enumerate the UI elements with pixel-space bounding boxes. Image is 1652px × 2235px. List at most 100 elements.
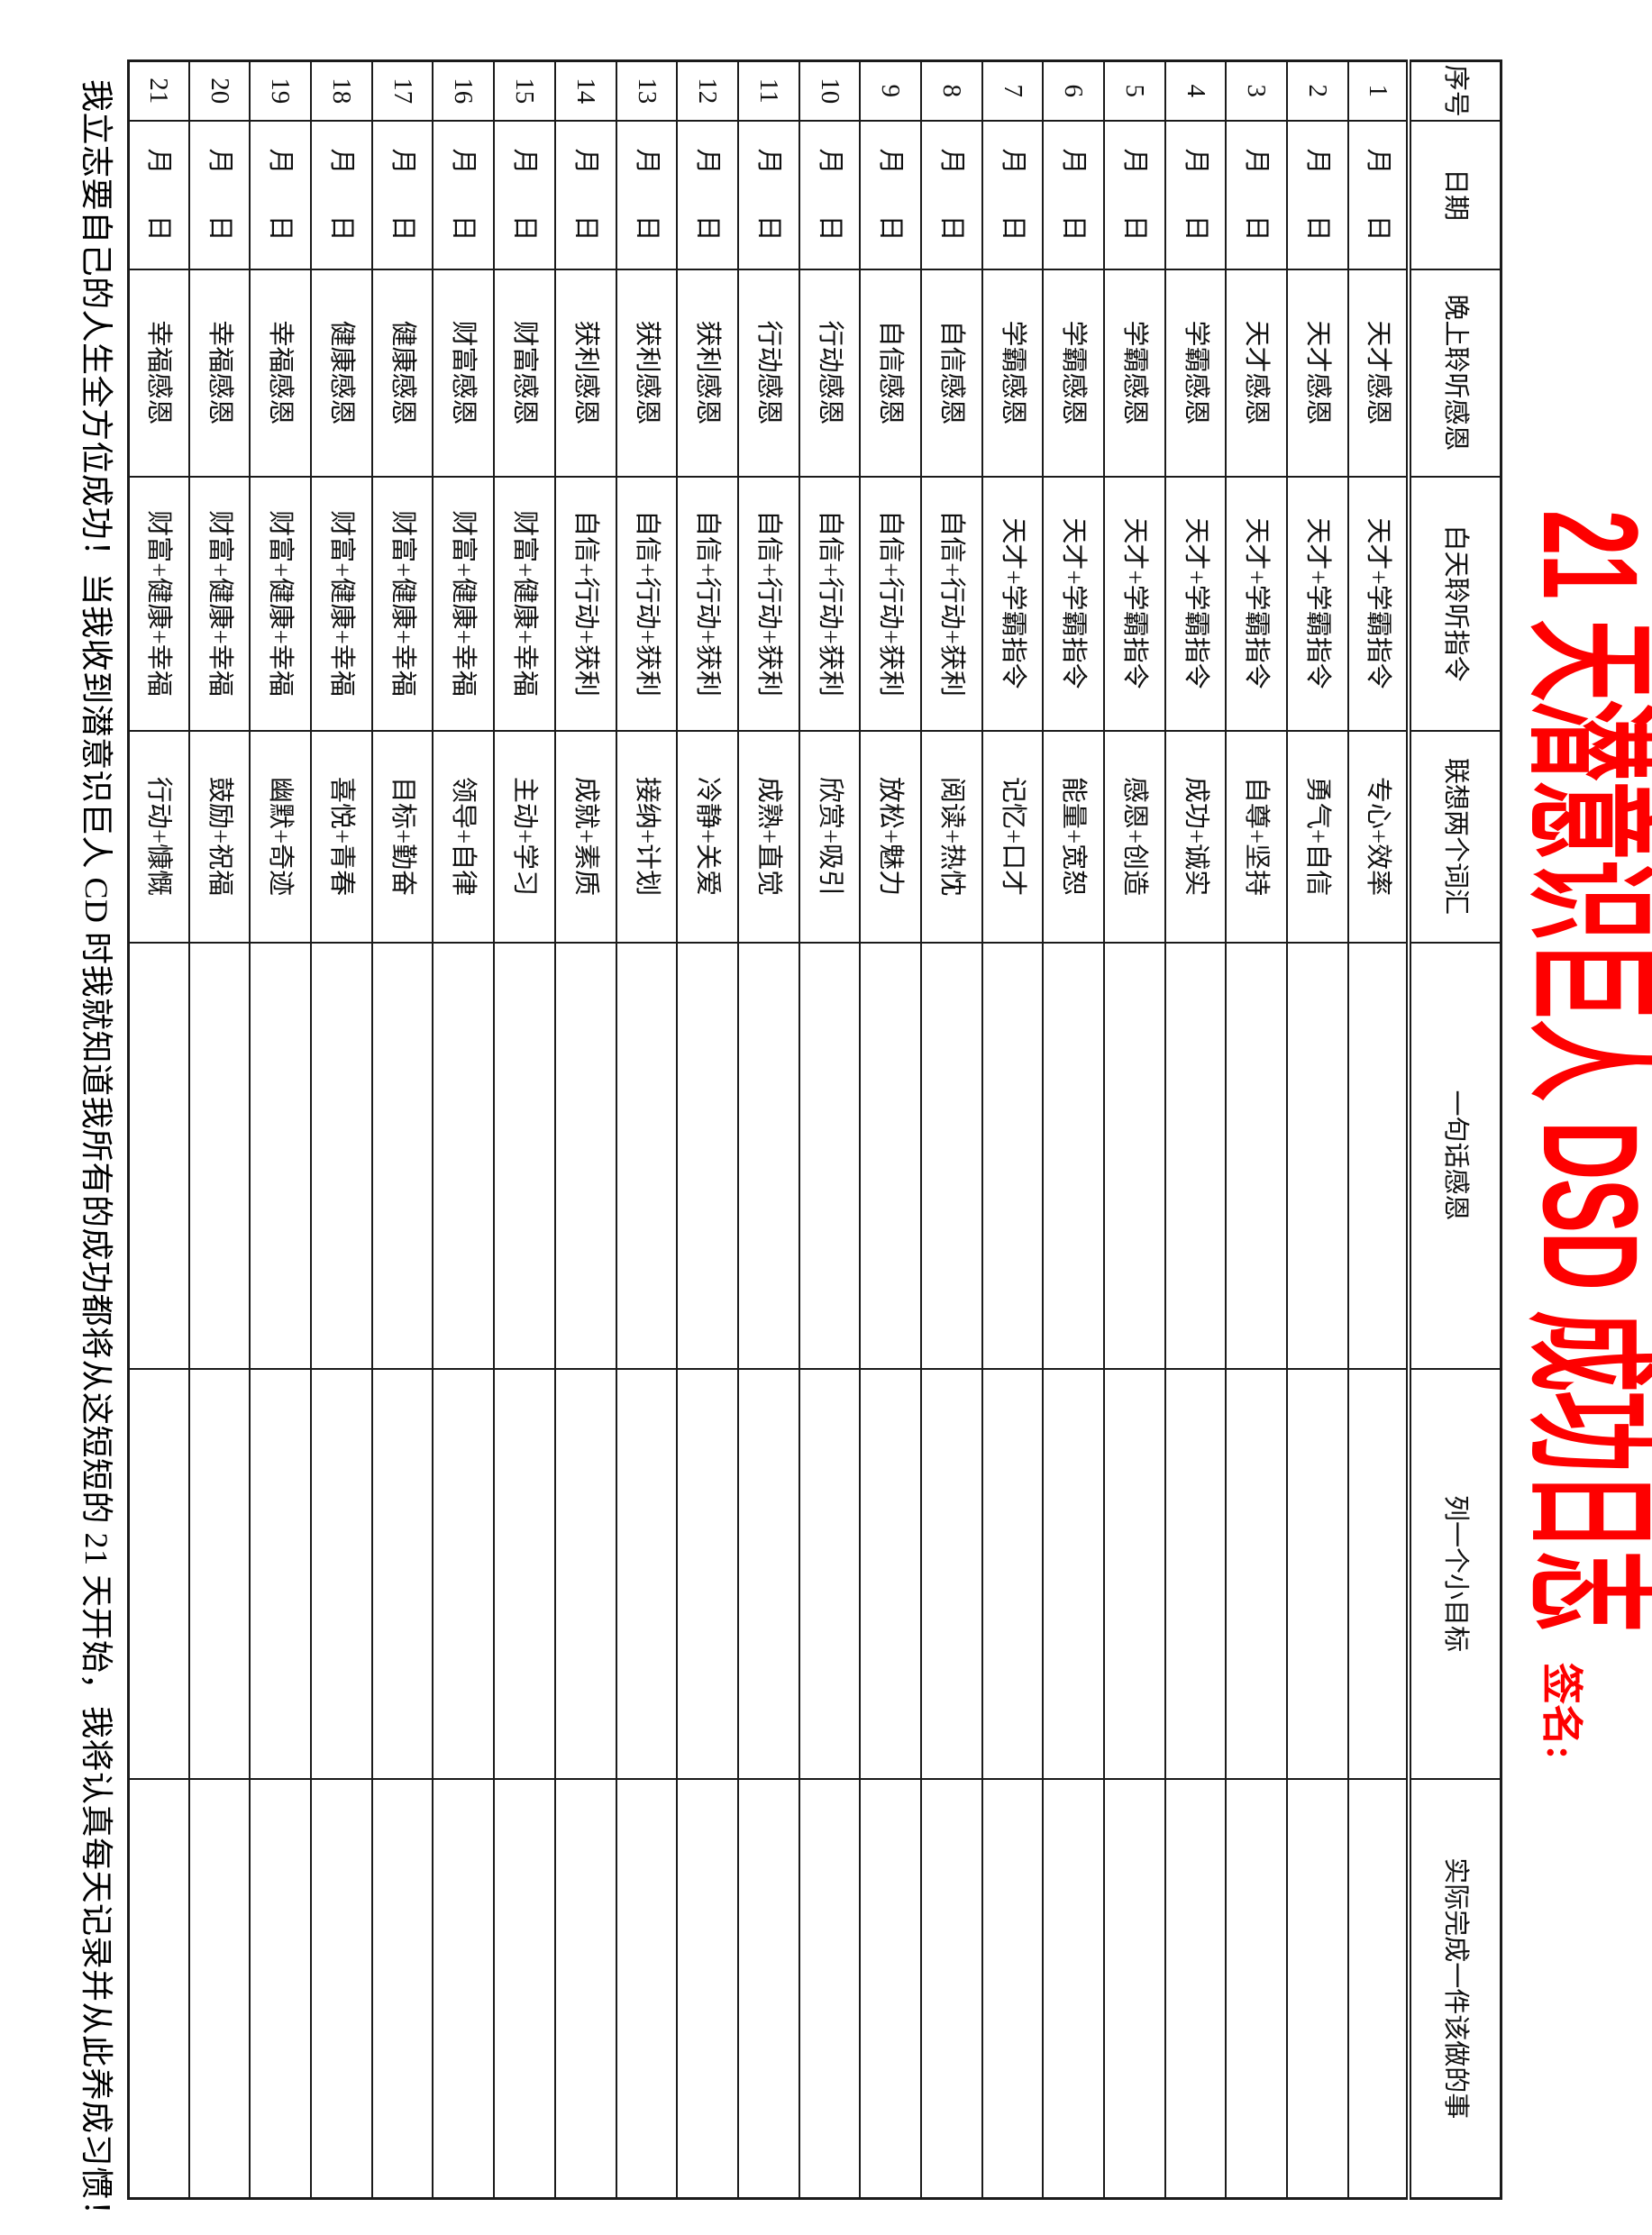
date-day-label: 日 (266, 214, 296, 242)
date-month-label: 月 (1059, 148, 1089, 175)
date-month-label: 月 (327, 148, 357, 175)
date-day-label: 日 (1363, 214, 1392, 242)
date-month-label: 月 (876, 148, 906, 175)
table-row: 10 月日行动感恩 自信+行动+获利 欣赏+吸引 (799, 60, 861, 2199)
date-day-label: 日 (1181, 214, 1210, 242)
cell-evening-listen: 获利感恩 (554, 269, 616, 477)
cell-seq: 1 (1347, 60, 1410, 121)
cell-daytime-listen: 天才+学霸指令 (1226, 476, 1288, 731)
cell-one-sentence-gratitude (311, 942, 372, 1369)
table-row: 9 月日自信感恩 自信+行动+获利 放松+魅力 (860, 60, 921, 2199)
cell-date: 月日 (1347, 120, 1410, 269)
cell-two-words: 专心+效率 (1347, 730, 1410, 943)
table-row: 12 月日获利感恩 自信+行动+获利 冷静+关爱 (677, 60, 738, 2199)
cell-one-sentence-gratitude (371, 942, 434, 1369)
cell-seq: 5 (1104, 60, 1165, 121)
cell-task-done (677, 1778, 738, 2199)
cell-one-sentence-gratitude (554, 942, 616, 1369)
table-row: 20 月日幸福感恩 财富+健康+幸福 鼓励+祝福 (188, 60, 251, 2199)
date-blank: 月日 (1241, 122, 1272, 269)
cell-small-goal (311, 1368, 372, 1779)
cell-evening-listen: 学霸感恩 (1043, 269, 1105, 477)
cell-task-done (188, 1778, 251, 2199)
date-blank: 月日 (631, 122, 662, 269)
date-month-label: 月 (266, 148, 296, 175)
cell-evening-listen: 获利感恩 (677, 269, 738, 477)
date-blank: 月日 (265, 122, 296, 269)
cell-daytime-listen: 自信+行动+获利 (737, 476, 799, 731)
cell-seq: 21 (128, 60, 189, 121)
cell-two-words: 喜悦+青春 (311, 730, 372, 943)
cell-date: 月日 (311, 120, 372, 269)
cell-one-sentence-gratitude (616, 942, 678, 1369)
cell-evening-listen: 幸福感恩 (188, 269, 251, 477)
cell-two-words: 勇气+自信 (1287, 730, 1348, 943)
cell-one-sentence-gratitude (433, 942, 495, 1369)
cell-seq: 11 (737, 60, 799, 121)
column-header-two-words: 联想两个词汇 (1409, 730, 1501, 943)
date-month-label: 月 (998, 148, 1027, 175)
cell-evening-listen: 健康感恩 (311, 269, 372, 477)
cell-one-sentence-gratitude (860, 942, 921, 1369)
journal-table-header: 序号 日期 晚上聆听感恩 白天聆听指令 联想两个词汇 一句话感恩 列一个小目标 … (1409, 60, 1501, 2199)
cell-evening-listen: 自信感恩 (921, 269, 982, 477)
cell-date: 月日 (371, 120, 434, 269)
cell-date: 月日 (677, 120, 738, 269)
date-blank: 月日 (143, 122, 174, 269)
date-day-label: 日 (1303, 214, 1333, 242)
cell-task-done (1043, 1778, 1105, 2199)
date-month-label: 月 (1242, 148, 1272, 175)
cell-two-words: 鼓励+祝福 (188, 730, 251, 943)
cell-daytime-listen: 自信+行动+获利 (616, 476, 678, 731)
cell-evening-listen: 健康感恩 (371, 269, 434, 477)
cell-one-sentence-gratitude (1287, 942, 1348, 1369)
table-row: 1 月日天才感恩 天才+学霸指令 专心+效率 (1347, 60, 1410, 2199)
cell-one-sentence-gratitude (188, 942, 251, 1369)
cell-seq: 6 (1043, 60, 1105, 121)
cell-task-done (1347, 1778, 1410, 2199)
cell-small-goal (371, 1368, 434, 1779)
date-blank: 月日 (388, 122, 418, 269)
date-blank: 月日 (692, 122, 723, 269)
cell-task-done (1104, 1778, 1165, 2199)
table-row: 5 月日学霸感恩 天才+学霸指令 感恩+创造 (1104, 60, 1165, 2199)
cell-one-sentence-gratitude (1226, 942, 1288, 1369)
date-day-label: 日 (144, 214, 174, 242)
date-day-label: 日 (449, 214, 479, 242)
cell-two-words: 接纳+计划 (616, 730, 678, 943)
cell-small-goal (981, 1368, 1044, 1779)
cell-small-goal (1287, 1368, 1348, 1779)
cell-two-words: 欣赏+吸引 (799, 730, 861, 943)
date-day-label: 日 (1059, 214, 1089, 242)
cell-small-goal (799, 1368, 861, 1779)
cell-small-goal (1347, 1368, 1410, 1779)
cell-daytime-listen: 财富+健康+幸福 (128, 476, 189, 731)
cell-daytime-listen: 财富+健康+幸福 (433, 476, 495, 731)
cell-date: 月日 (188, 120, 251, 269)
cell-small-goal (1226, 1368, 1288, 1779)
cell-two-words: 记忆+口才 (981, 730, 1044, 943)
table-row: 2 月日天才感恩 天才+学霸指令 勇气+自信 (1287, 60, 1348, 2199)
cell-two-words: 能量+宽恕 (1043, 730, 1105, 943)
cell-date: 月日 (921, 120, 982, 269)
column-header-daytime-listen: 白天聆听指令 (1409, 476, 1501, 731)
cell-small-goal (1104, 1368, 1165, 1779)
table-row: 11 月日行动感恩 自信+行动+获利 成熟+直觉 (737, 60, 799, 2199)
column-header-small-goal: 列一个小目标 (1409, 1368, 1501, 1779)
cell-small-goal (677, 1368, 738, 1779)
cell-date: 月日 (737, 120, 799, 269)
cell-one-sentence-gratitude (737, 942, 799, 1369)
cell-daytime-listen: 财富+健康+幸福 (188, 476, 251, 731)
cell-task-done (799, 1778, 861, 2199)
cell-evening-listen: 天才感恩 (1287, 269, 1348, 477)
date-day-label: 日 (936, 214, 966, 242)
date-day-label: 日 (693, 214, 723, 242)
cell-seq: 8 (921, 60, 982, 121)
cell-small-goal (128, 1368, 189, 1779)
cell-task-done (921, 1778, 982, 2199)
date-blank: 月日 (936, 122, 967, 269)
signature-label: 签名: (1538, 1663, 1584, 1760)
date-blank: 月日 (1180, 122, 1210, 269)
cell-seq: 14 (554, 60, 616, 121)
